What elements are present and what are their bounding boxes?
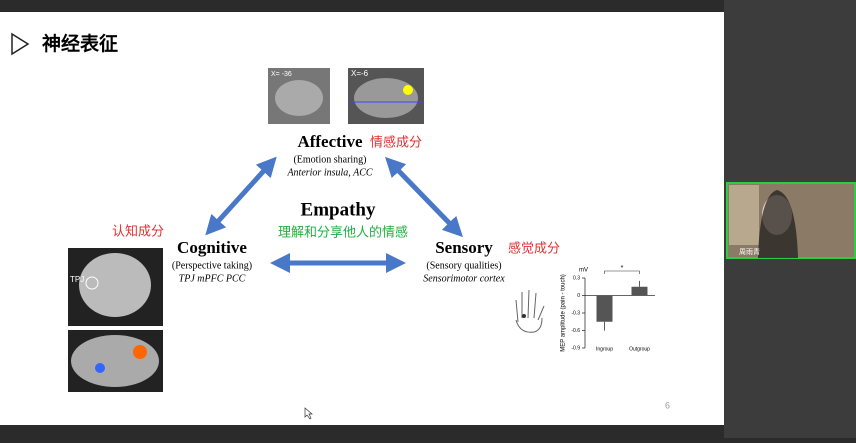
x-tick-label: Outgroup (629, 346, 650, 352)
scan-brain (354, 78, 418, 118)
scan-marker (85, 276, 99, 290)
y-label: MEP amplitude (pain - touch) (561, 274, 567, 352)
y-tick-label: 0.3 (573, 275, 580, 281)
scan-brain (275, 80, 323, 116)
page-number: 6 (665, 400, 670, 410)
x-tick-label: Ingroup (596, 346, 613, 352)
scan-label: X= -36 (271, 71, 292, 78)
video-hair (758, 190, 798, 258)
y-tick-label: 0 (577, 293, 580, 299)
y-tick-label: -0.9 (571, 345, 580, 351)
sensory-title: Sensory (435, 238, 493, 257)
scan-activation (95, 363, 105, 373)
scan-brain (71, 335, 159, 387)
y-tick-label: -0.3 (571, 310, 580, 316)
affective-cn: 情感成分 (370, 134, 422, 149)
slide-title: 神经表征 (42, 32, 118, 55)
title-icon (11, 32, 30, 56)
sensory-cn: 感觉成分 (508, 240, 560, 255)
hand-point (522, 314, 526, 318)
center-subtitle: 理解和分享他人的情感 (278, 224, 408, 239)
cognitive-cn: 认知成分 (112, 223, 164, 238)
cognitive-role: (Perspective taking) (172, 260, 252, 271)
y-tick-label: -0.6 (571, 328, 580, 334)
cursor (304, 407, 313, 420)
bar (631, 286, 648, 296)
scan-label: TPJ (70, 275, 84, 284)
sensory-regions: Sensorimotor cortex (423, 273, 505, 284)
cognitive-title: Cognitive (177, 238, 247, 257)
center-title: Empathy (301, 199, 376, 220)
affective-regions: Anterior insula, ACC (286, 167, 372, 178)
video-bookshelf (729, 185, 759, 245)
affective-title: Affective (297, 132, 363, 151)
bar (596, 295, 613, 322)
affective-role: (Emotion sharing) (293, 154, 366, 165)
hand-icon (515, 289, 545, 333)
participant-name: 周雨青 (739, 247, 760, 256)
cognitive-regions: TPJ mPFC PCC (179, 273, 246, 284)
sensory-role: (Sensory qualities) (426, 260, 501, 271)
significance: * (621, 265, 624, 272)
scan-activation (133, 345, 147, 359)
significance-bracket (604, 270, 640, 274)
y-unit: mV (579, 268, 588, 274)
scan-brain (79, 253, 151, 317)
arrows (205, 156, 463, 273)
scan-activation (403, 85, 413, 95)
scan-label: X=-6 (351, 69, 369, 78)
